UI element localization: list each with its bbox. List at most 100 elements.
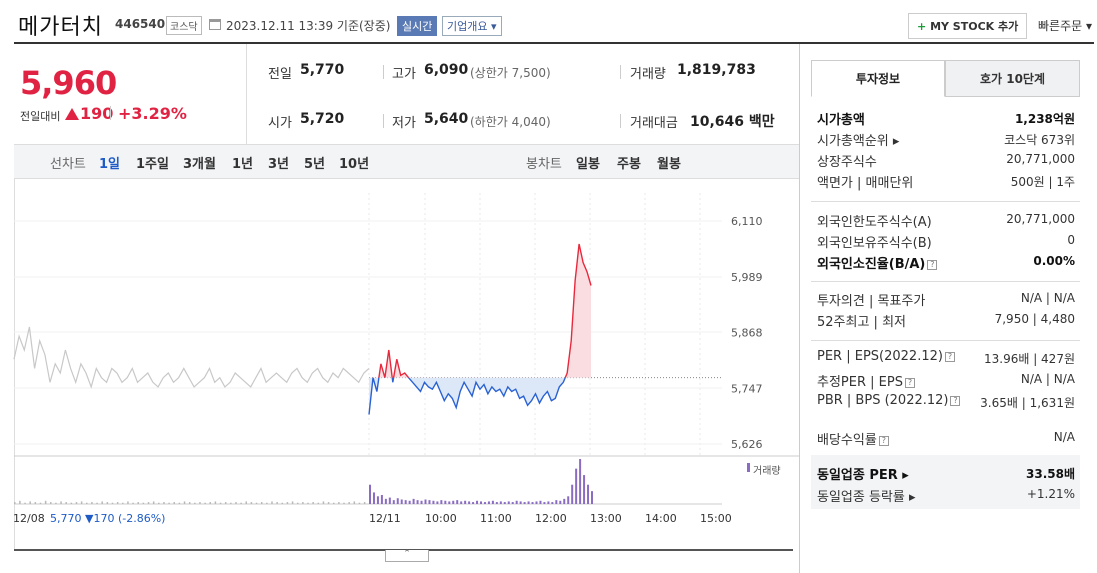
volume-bar-today [591,491,593,504]
invest-row: PBR | BPS (2022.12)? 3.65배 | 1,631원 [817,393,1075,414]
candle-monthly[interactable]: 월봉 [657,157,681,172]
volume-bar-prev [338,502,340,504]
market-badge: 코스닥 [166,16,202,35]
volume-bar-today [515,500,518,504]
volume-bar-prev [158,502,160,504]
invest-row-label: 시가총액 [817,113,865,128]
volume-bar-today [408,500,411,504]
company-info-button[interactable]: 기업개요 ▾ [442,16,502,36]
volume-bar-today [547,501,550,504]
help-icon[interactable]: ? [927,259,938,270]
prev-close-value: 5,770 [300,62,345,78]
volume-bar-prev [266,502,268,504]
volume-bar-prev [163,502,165,504]
collapse-handle[interactable]: ⌃ [385,550,429,562]
volume-bar-today [388,497,391,504]
help-icon[interactable]: ? [878,435,889,446]
candle-daily[interactable]: 일봉 [576,157,600,172]
volume-value: 1,819,783 [677,62,756,78]
price-chart: 6,110 5,989 5,868 5,747 5,626 12/11 10:00 11:0… [13,193,799,525]
volume-bar-prev [291,501,294,504]
volume-bar-today [432,500,435,504]
period-1w[interactable]: 1주일 [136,157,169,172]
volume-bar-prev [24,502,26,504]
volume-bar-prev [39,502,42,504]
high-label: 고가 [392,67,416,82]
period-3m[interactable]: 3개월 [183,157,216,172]
stock-code: 446540 [115,17,166,31]
my-stock-add-button[interactable]: + MY STOCK 추가 [908,13,1028,39]
invest-row-label: 배당수익률 [817,433,877,448]
volume-bar-today [448,501,451,504]
volume-bar-prev [183,501,186,504]
volume-legend: 거래량 [753,466,781,477]
invest-row: 투자의견 | 목표주가 N/A | N/A [817,290,1075,311]
invest-row: 외국인소진율(B/A)? 0.00% [817,253,1075,274]
tab-investment-info[interactable]: 투자정보 [811,60,945,97]
help-icon[interactable]: ? [950,395,961,406]
invest-row-value: 500원 | 1주 [1010,175,1075,189]
volume-bar-prev [204,502,206,504]
volume-bar-prev [240,502,242,504]
invest-row-label: 액면가 | 매매단위 [817,176,914,191]
volume-bar-prev [132,502,134,504]
amount-label: 거래대금 [630,116,678,131]
y-tick-label: 5,747 [731,382,763,395]
volume-bar-prev [55,502,57,504]
prev-day-change: ▼170 (-2.86%) [85,512,166,525]
volume-bar-today [440,500,443,504]
tab-orderbook[interactable]: 호가 10단계 [945,60,1080,97]
invest-row: 외국인한도주식수(A) 20,771,000 [817,211,1075,232]
volume-bar-today [519,501,522,504]
period-10y[interactable]: 10년 [339,157,370,172]
peer-per-row[interactable]: 동일업종 PER ▸ 33.58배 [817,464,1075,485]
volume-bar-today [404,500,407,504]
x-tick-label: 12:00 [535,512,567,525]
volume-bar-prev [80,501,83,504]
period-bar [14,144,799,179]
volume-bar-prev [194,502,196,504]
volume-bar-today [380,495,383,504]
invest-row-value: 20,771,000 [1006,152,1075,166]
period-3y[interactable]: 3년 [268,157,290,172]
lower-limit: (하한가 4,040) [470,115,551,129]
volume-label: 거래량 [630,67,666,82]
help-icon[interactable]: ? [944,351,955,362]
up-triangle-icon [65,108,79,120]
period-1d[interactable]: 1일 [99,157,121,172]
peer-per-value: 33.58배 [1026,467,1075,481]
down-area [369,377,591,415]
high-value: 6,090 [424,62,469,78]
volume-bar-today [491,500,494,504]
period-5y[interactable]: 5년 [304,157,326,172]
volume-bar-today [499,501,502,504]
invest-row-value: 13.96배 | 427원 [983,352,1075,366]
help-icon[interactable]: ? [904,377,915,388]
invest-row-label: 시가총액순위 ▸ [817,134,900,149]
volume-bar-today [392,500,395,504]
volume-bar-prev [343,502,345,504]
period-1y[interactable]: 1년 [232,157,254,172]
my-stock-add-label: MY STOCK 추가 [930,20,1019,33]
peer-rate-row[interactable]: 동일업종 등락률 ▸ +1.21% [817,486,1075,507]
y-tick-label: 5,989 [731,271,763,284]
volume-bar-today [428,500,431,504]
volume-bar-today [420,500,423,504]
quick-order-button[interactable]: 빠른주문 ▾ [1038,19,1092,33]
header-divider [14,42,1094,44]
volume-bar-today [507,501,510,504]
volume-bar-prev [116,502,119,504]
volume-bar-today [400,499,403,504]
candle-weekly[interactable]: 주봉 [617,157,641,172]
invest-row-label-wrap: PER | EPS(2022.12)? [817,349,955,364]
current-price: 5,960 [20,64,117,102]
open-label: 시가 [268,116,292,131]
volume-bar-today [483,502,486,504]
volume-bar-prev [286,502,289,504]
volume-bar-today [412,498,415,504]
invest-row-value: 1,238억원 [1014,112,1075,126]
volume-bar-today [472,502,475,504]
invest-row-value: 코스닥 673위 [1004,133,1075,147]
volume-bar-prev [152,501,155,504]
invest-row: 시가총액순위 ▸ 코스닥 673위 [817,130,1075,151]
